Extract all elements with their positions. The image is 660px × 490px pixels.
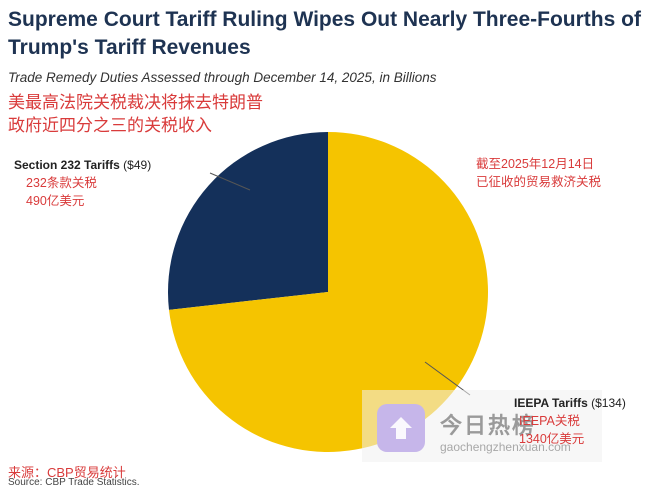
watermark-logo	[377, 404, 425, 452]
chinese-title-line-2: 政府近四分之三的关税收入	[8, 116, 212, 135]
section-232-leader-line	[209, 172, 251, 191]
section-232-name: Section 232 Tariffs	[14, 158, 120, 172]
chinese-title-line-1: 美最高法院关税裁决将抹去特朗普	[8, 93, 263, 112]
source-cn: 来源：CBP贸易统计	[8, 465, 126, 480]
ieepa-value: ($134)	[591, 396, 626, 410]
ieepa-label: IEEPA Tariffs ($134)	[514, 396, 626, 410]
total-duties-cn-annotation: 截至2025年12月14日 已征收的贸易救济关税	[476, 155, 601, 191]
section-232-cn-name: 232条款关税	[26, 176, 97, 190]
chart-title: Supreme Court Tariff Ruling Wipes Out Ne…	[8, 8, 641, 59]
pie-slices	[167, 132, 488, 452]
total-duties-cn-line-1: 截至2025年12月14日	[476, 157, 595, 171]
section-232-value: ($49)	[123, 158, 152, 172]
ieepa-cn-value: 1340亿美元	[519, 432, 585, 446]
chart-subtitle: Trade Remedy Duties Assessed through Dec…	[8, 70, 437, 85]
section-232-cn-value: 490亿美元	[26, 194, 85, 208]
pie-slice-ieepa-tariffs	[168, 132, 488, 452]
pie-slice-section-232-tariffs	[167, 132, 328, 310]
section-232-cn-label: 232条款关税 490亿美元	[26, 174, 97, 210]
ieepa-name: IEEPA Tariffs	[514, 396, 588, 410]
total-duties-cn-line-2: 已征收的贸易救济关税	[476, 175, 602, 189]
watermark-logo-icon	[390, 417, 412, 439]
section-232-label: Section 232 Tariffs ($49)	[14, 158, 151, 172]
watermark-url: gaochengzhenxuan.com	[440, 440, 571, 454]
source-note: Source: CBP Trade Statistics.	[8, 477, 140, 488]
chinese-title: 美最高法院关税裁决将抹去特朗普 政府近四分之三的关税收入	[8, 91, 263, 137]
ieepa-leader-line	[424, 361, 471, 396]
watermark-text: 今日热榜	[440, 413, 537, 438]
ieepa-cn-name: IEEPA关税	[519, 414, 580, 428]
ieepa-cn-label: IEEPA关税 1340亿美元	[519, 412, 584, 448]
